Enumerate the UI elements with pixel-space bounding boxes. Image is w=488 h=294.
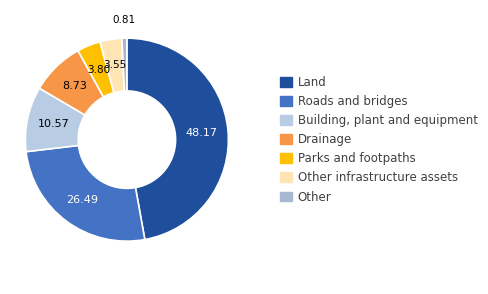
Text: 3.80: 3.80: [87, 65, 110, 75]
Text: 0.81: 0.81: [112, 15, 136, 25]
Wedge shape: [100, 38, 124, 93]
Text: 3.55: 3.55: [103, 61, 126, 71]
Text: 10.57: 10.57: [38, 119, 69, 129]
Wedge shape: [122, 38, 127, 91]
Text: 26.49: 26.49: [66, 195, 98, 205]
Wedge shape: [40, 51, 103, 115]
Wedge shape: [25, 88, 85, 152]
Text: 48.17: 48.17: [186, 128, 218, 138]
Wedge shape: [26, 146, 145, 241]
Wedge shape: [78, 42, 114, 97]
Legend: Land, Roads and bridges, Building, plant and equipment, Drainage, Parks and foot: Land, Roads and bridges, Building, plant…: [280, 76, 478, 203]
Text: 8.73: 8.73: [62, 81, 87, 91]
Wedge shape: [127, 38, 228, 240]
